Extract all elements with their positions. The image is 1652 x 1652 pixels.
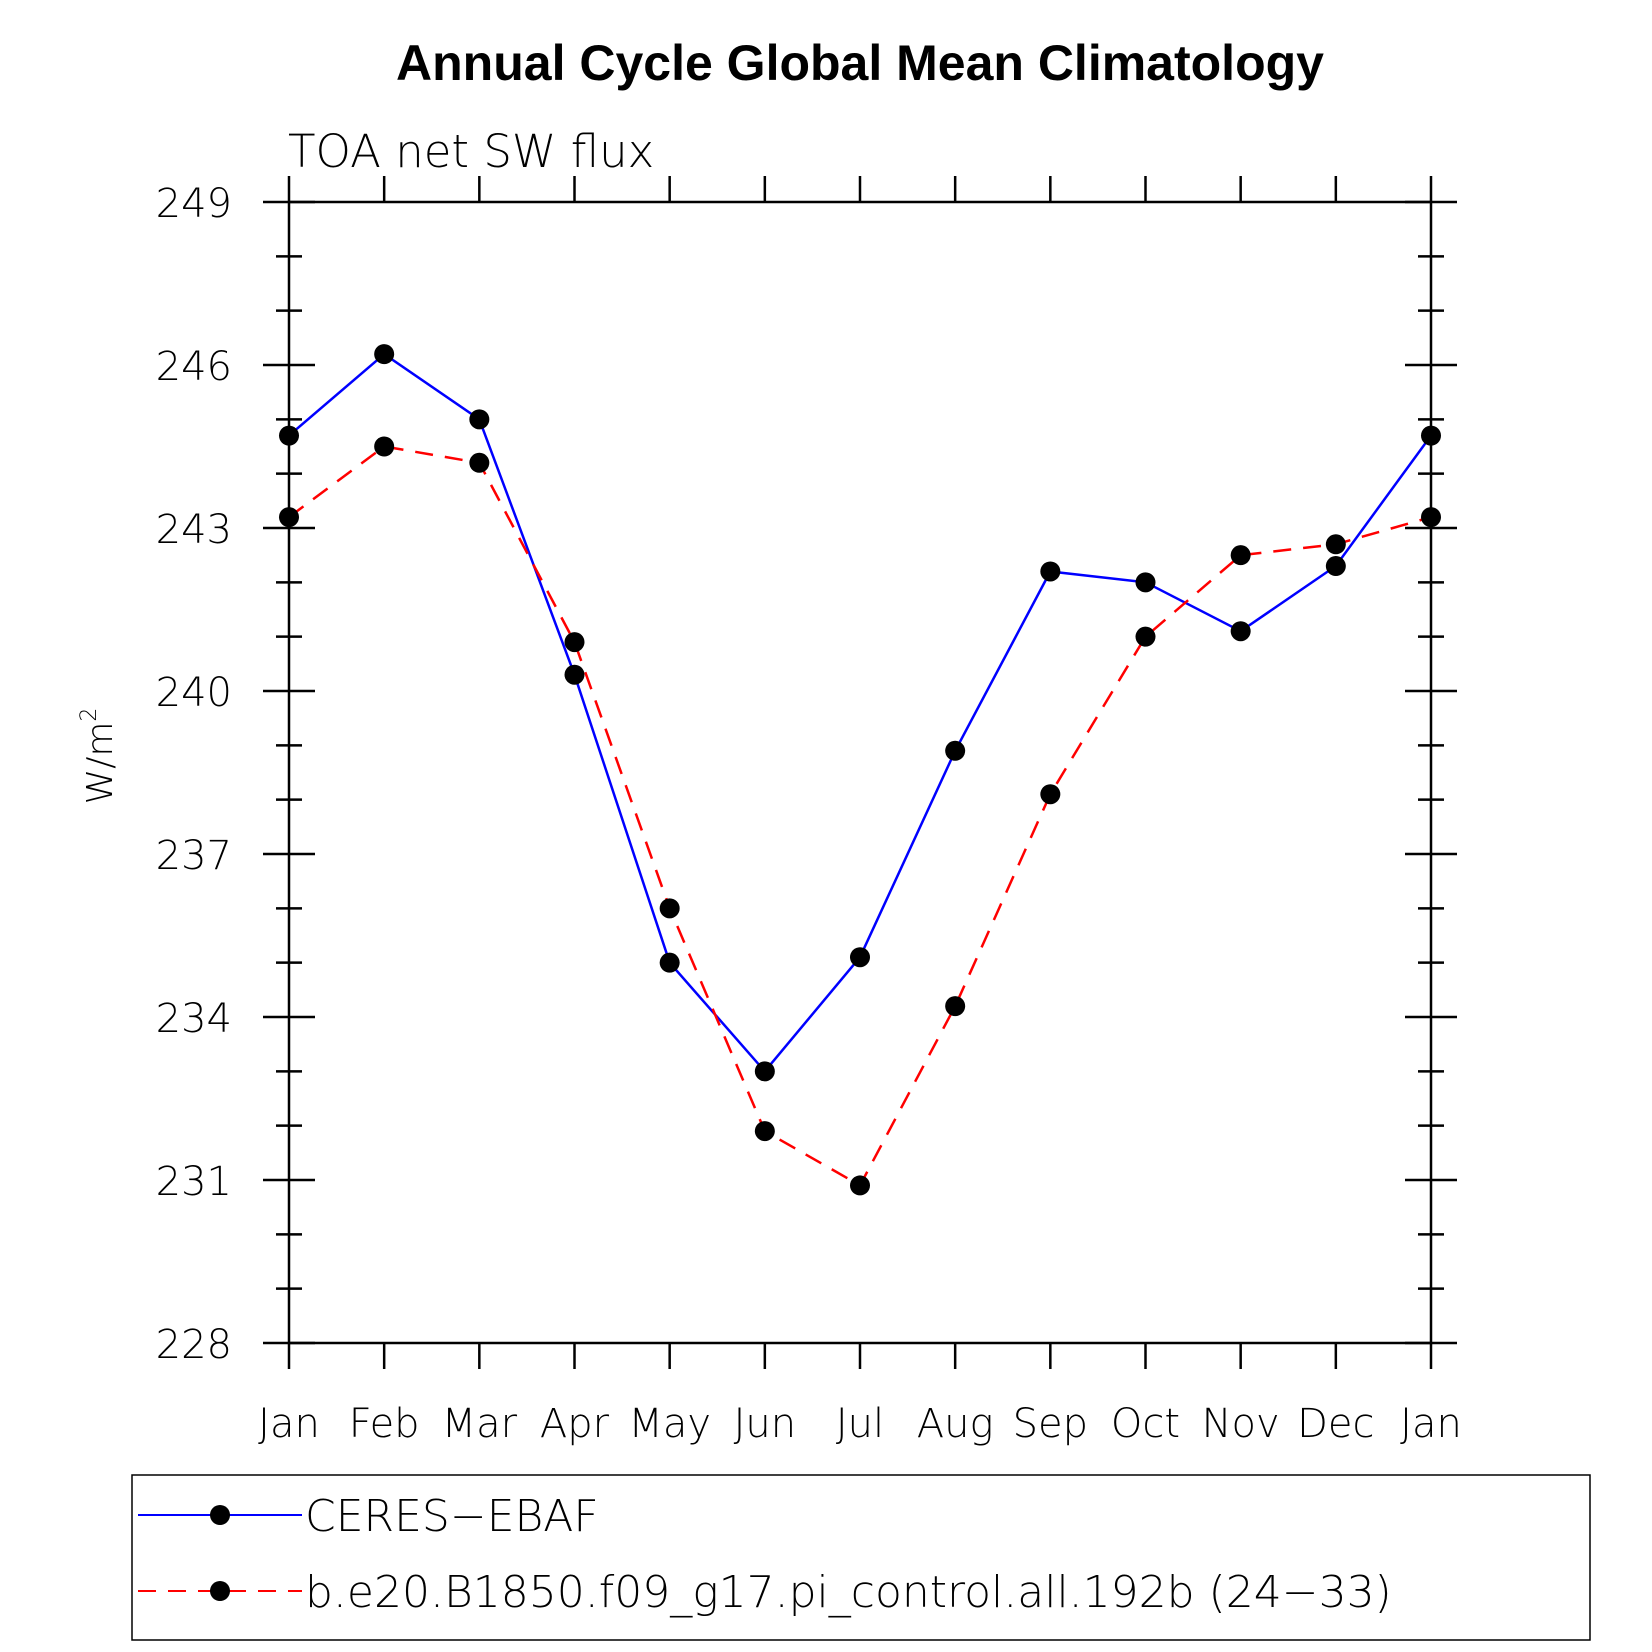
series-layer — [279, 344, 1441, 1196]
axis-ticks — [263, 176, 1457, 1369]
y-tick-labels: 228 231 234 237 240 243 246 249 — [156, 181, 232, 1368]
series-1-point — [945, 996, 966, 1017]
y-tick-label: 240 — [156, 670, 232, 716]
series-0-point — [1135, 572, 1156, 593]
y-tick-label: 231 — [156, 1159, 232, 1205]
series-0-point — [564, 664, 585, 685]
y-tick-label: 237 — [156, 833, 232, 879]
series-1-point — [374, 436, 395, 457]
x-tick-label: Jan — [258, 1401, 320, 1447]
series-0-point — [374, 344, 395, 365]
series-0-point — [1421, 425, 1441, 446]
legend-label-model: b.e20.B1850.f09_g17.pi_control.all.192b … — [305, 1567, 1392, 1618]
x-tick-label: Mar — [442, 1401, 518, 1447]
x-tick-label: Jan — [1400, 1401, 1462, 1447]
legend-marker-model — [210, 1581, 230, 1601]
series-0-point — [754, 1061, 775, 1082]
y-axis-label-unit: W/m — [80, 722, 121, 805]
series-line-1 — [288, 445, 1432, 1188]
x-tick-label: May — [628, 1401, 711, 1447]
y-tick-label: 228 — [156, 1322, 232, 1368]
x-tick-label: Sep — [1013, 1401, 1088, 1447]
series-0-point — [945, 740, 966, 761]
x-tick-label: Feb — [349, 1401, 420, 1447]
y-tick-label: 249 — [156, 181, 232, 227]
x-tick-label: Dec — [1297, 1401, 1374, 1447]
legend-box — [131, 1474, 1591, 1641]
x-tick-label: Aug — [917, 1401, 994, 1447]
series-1-point — [469, 452, 490, 473]
series-1-point — [850, 1175, 870, 1196]
x-tick-label: Apr — [540, 1401, 610, 1447]
chart-subtitle: TOA net SW flux — [288, 125, 654, 178]
y-axis-label: W/m2 — [77, 708, 121, 805]
series-1-point — [1040, 784, 1061, 805]
legend: CERES−EBAF b.e20.B1850.f09_g17.pi_contro… — [131, 1474, 1591, 1641]
series-0-point — [279, 425, 299, 446]
x-tick-label: Oct — [1111, 1401, 1180, 1447]
y-tick-label: 246 — [156, 344, 232, 390]
series-0-point — [659, 952, 680, 973]
y-axis-label-exponent: 2 — [77, 708, 102, 722]
series-0-point — [1230, 621, 1251, 642]
series-1-point — [1421, 507, 1441, 528]
x-tick-labels: Jan Feb Mar Apr May Jun Jul Aug Sep Oct Nov Dec Jan — [258, 1401, 1462, 1447]
x-tick-label: Jul — [836, 1401, 884, 1447]
series-1-point — [659, 898, 680, 919]
series-1-point — [1135, 626, 1156, 647]
x-tick-label: Nov — [1202, 1401, 1280, 1447]
series-1-point — [1325, 534, 1346, 555]
series-0-point — [1325, 556, 1346, 577]
x-tick-label: Jun — [734, 1401, 797, 1447]
series-1-point — [564, 632, 585, 653]
y-tick-label: 243 — [156, 507, 232, 553]
chart-title: Annual Cycle Global Mean Climatology — [396, 35, 1324, 91]
y-tick-label: 234 — [156, 996, 232, 1042]
legend-marker-ceres-ebaf — [210, 1505, 230, 1525]
plot-frame — [287, 200, 1433, 1345]
series-0-point — [1040, 561, 1061, 582]
series-1-point — [1230, 545, 1251, 566]
series-0-point — [469, 409, 490, 430]
series-1-point — [754, 1121, 775, 1142]
legend-label-ceres-ebaf: CERES−EBAF — [305, 1491, 599, 1542]
series-0-point — [850, 947, 870, 968]
series-1-point — [279, 507, 299, 528]
